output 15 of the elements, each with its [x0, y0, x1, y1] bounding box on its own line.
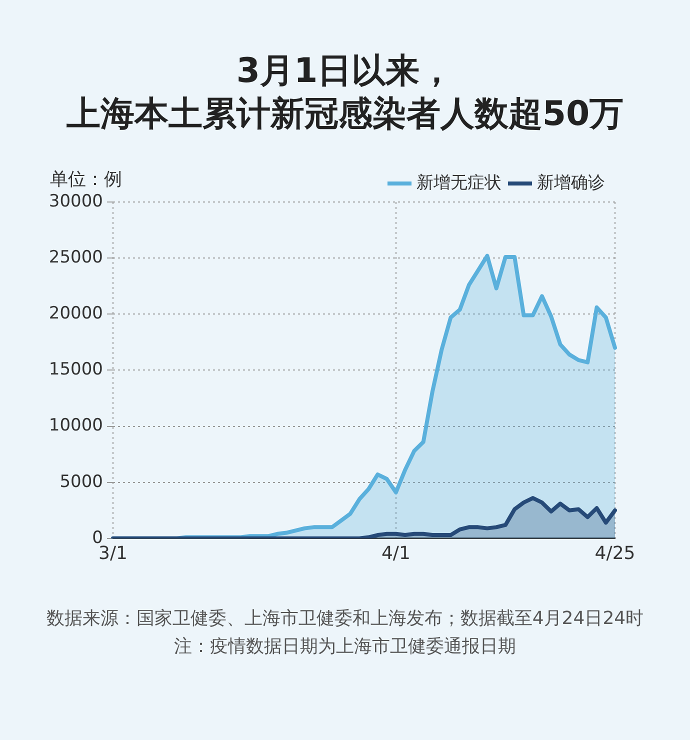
x-tick-label: 4/1 — [381, 542, 410, 564]
x-tick-label: 4/25 — [594, 542, 636, 564]
y-tick-label: 15000 — [48, 360, 103, 380]
text: 注：疫情数据日期为上海市卫健委通报日期 — [173, 635, 517, 659]
x-tick-label: 3/1 — [98, 542, 128, 564]
y-tick-label: 30000 — [48, 191, 103, 212]
y-tick-label: 20000 — [48, 304, 103, 324]
legend-label: 新增确诊 — [537, 172, 605, 193]
y-axis-title: 单位：例 — [50, 168, 122, 191]
chart-title: 3月1日以来，上海本土累计新冠感染者人数超50万 — [65, 50, 625, 136]
y-tick-label: 25000 — [48, 247, 103, 268]
y-tick-label: 10000 — [48, 416, 103, 436]
source-note: 数据来源：国家卫健委、上海市卫健委和上海发布；数据截至4月24日24时 — [45, 607, 645, 631]
legend-label: 新增无症状 — [416, 172, 502, 193]
y-tick-label: 5000 — [60, 472, 103, 492]
